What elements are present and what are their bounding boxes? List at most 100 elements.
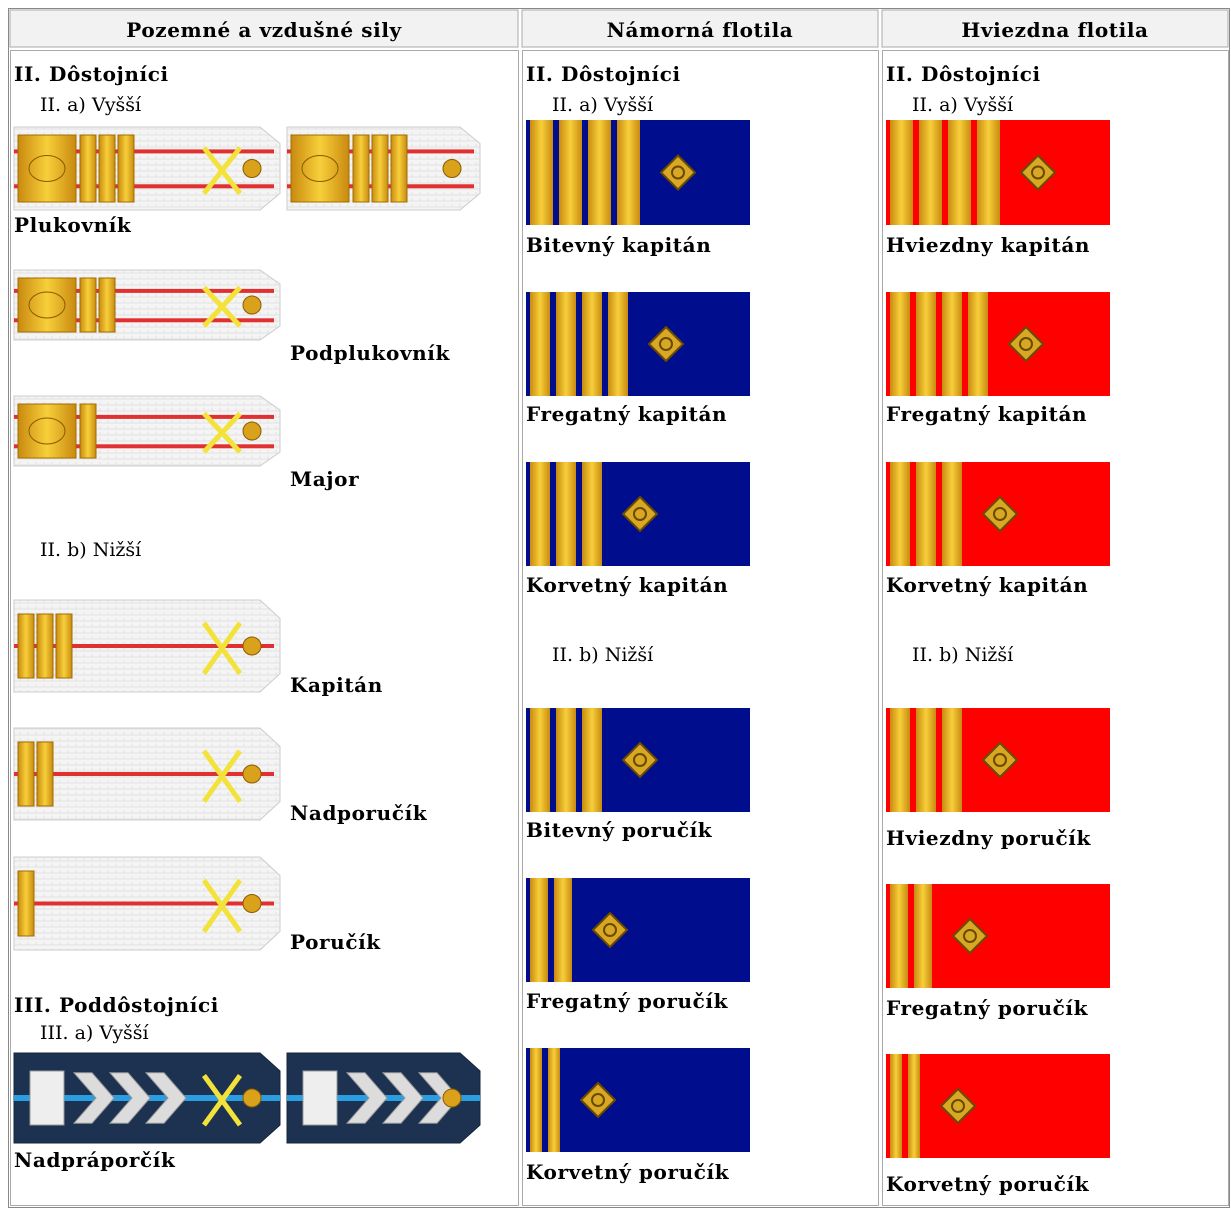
subsection-title: II. b) Nižší <box>912 644 1014 666</box>
header-cell <box>521 9 879 48</box>
bar <box>55 613 73 679</box>
section-title: II. Dôstojníci <box>886 62 1041 86</box>
swords <box>201 621 243 676</box>
bar <box>117 134 135 203</box>
sleeve-body <box>886 1054 1110 1158</box>
piping <box>14 318 274 323</box>
piping <box>14 772 274 776</box>
stripe <box>588 120 611 225</box>
header-cell <box>9 9 519 48</box>
bar <box>371 134 389 203</box>
epaulette-image <box>13 599 281 693</box>
emblem <box>659 154 697 191</box>
rank: Korvetný poručík <box>886 1172 1090 1196</box>
sleeve-image <box>526 1048 750 1152</box>
rank: Nadpráporčík <box>14 1148 176 1172</box>
section-title: II. Dôstojníci <box>526 62 681 86</box>
piping <box>14 901 274 906</box>
sleeve-image <box>886 292 1110 396</box>
emblem <box>981 741 1019 779</box>
epaulette-image <box>13 269 281 341</box>
header-cell <box>881 9 1229 48</box>
sleeve-image <box>886 884 1110 988</box>
epaulette-image <box>13 856 281 951</box>
stripe <box>530 708 550 812</box>
stripe <box>942 292 962 396</box>
subsection-title: II. a) Vyšší <box>912 94 1014 116</box>
swords <box>202 285 242 328</box>
body-cell <box>522 50 879 1206</box>
chevron <box>345 1072 388 1124</box>
emblem <box>591 911 629 949</box>
rank: Plukovník <box>14 213 132 237</box>
leaf-plate <box>290 134 350 203</box>
stripe <box>942 462 962 566</box>
stripe <box>919 120 942 225</box>
stripe <box>916 708 936 812</box>
rank: Hviezdny kapitán <box>886 233 1091 257</box>
piping <box>14 184 274 189</box>
emblem-center <box>951 1099 965 1113</box>
bar <box>79 134 97 203</box>
emblem <box>1007 325 1045 363</box>
chevron <box>108 1072 151 1124</box>
stripe <box>530 292 550 396</box>
emblem <box>579 1081 617 1119</box>
emblem-center <box>659 337 673 351</box>
rank: Podplukovník <box>290 341 450 365</box>
stripe <box>890 292 910 396</box>
sleeve-image <box>886 1054 1110 1158</box>
leaf <box>301 155 339 182</box>
swords <box>201 1074 243 1127</box>
rank: Korvetný poručík <box>526 1160 730 1184</box>
sleeve-image <box>526 708 750 812</box>
leaf <box>28 417 66 445</box>
bar <box>17 741 35 807</box>
leaf-plate <box>17 277 77 333</box>
bar <box>390 134 408 203</box>
sleeve-image <box>526 878 750 982</box>
rank: Major <box>290 467 360 491</box>
rank: Korvetný kapitán <box>526 573 729 597</box>
stripe <box>948 120 971 225</box>
emblem <box>939 1087 977 1125</box>
button <box>242 159 262 178</box>
sleeve-body <box>526 1048 750 1152</box>
emblem <box>951 917 989 955</box>
rank: Fregatný kapitán <box>886 402 1088 426</box>
stripe <box>556 708 576 812</box>
stripe <box>890 884 908 988</box>
stripe <box>890 120 913 225</box>
bar <box>98 277 116 333</box>
emblem-center <box>671 165 685 180</box>
sleeve-image <box>526 120 750 225</box>
body-cell <box>882 50 1229 1206</box>
stripe <box>608 292 628 396</box>
bar <box>98 134 116 203</box>
emblem-center <box>633 507 647 521</box>
rank: Kapitán <box>290 673 383 697</box>
stripe <box>890 462 910 566</box>
bar <box>79 277 97 333</box>
button <box>242 636 262 656</box>
sleeve-image <box>886 708 1110 812</box>
chevron <box>144 1072 187 1124</box>
subsection-title: II. b) Nižší <box>40 539 142 561</box>
bar <box>17 870 35 937</box>
swords <box>201 749 243 804</box>
emblem-center <box>993 507 1007 521</box>
emblem <box>1019 154 1057 191</box>
rank: Bitevný kapitán <box>526 233 712 257</box>
badge <box>302 1070 338 1126</box>
header: Pozemné a vzdušné sily <box>126 18 402 42</box>
rank: Fregatný poručík <box>526 989 729 1013</box>
table-border <box>8 8 1230 1208</box>
emblem-center <box>1031 165 1045 180</box>
sleeve-image <box>526 462 750 566</box>
leaf <box>28 291 66 319</box>
button <box>442 1088 462 1108</box>
bar <box>352 134 370 203</box>
piping <box>14 414 274 419</box>
